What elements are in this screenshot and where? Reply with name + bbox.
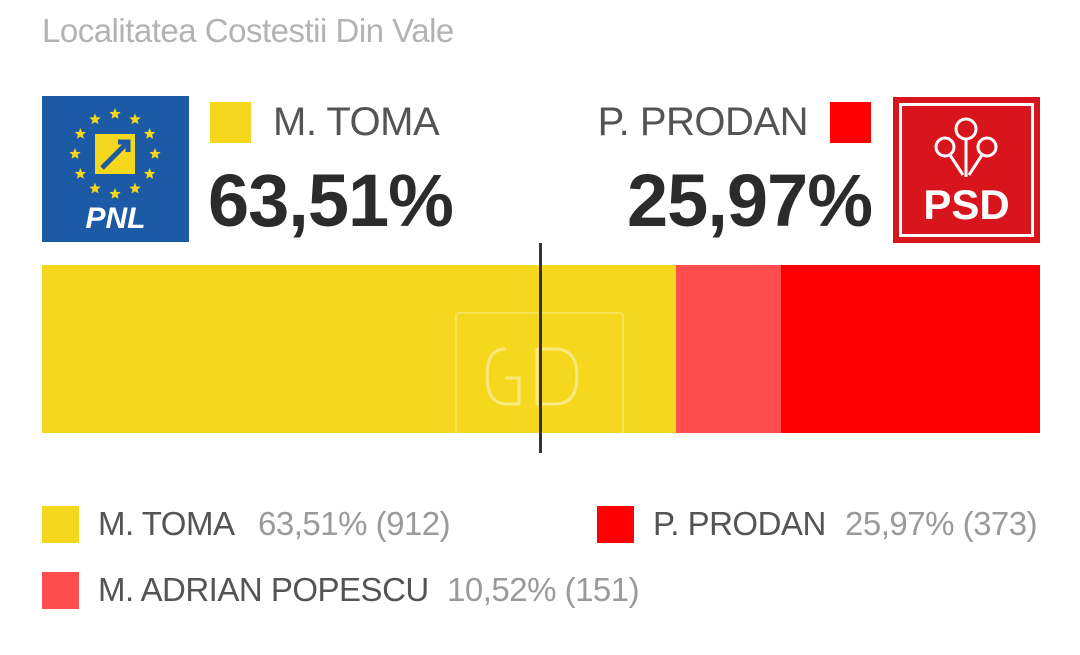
legend-value-prodan: 25,97% (373) [845, 505, 1038, 542]
toma-swatch [210, 102, 251, 143]
psd-rose-logo-icon [934, 117, 998, 177]
prodan-swatch [830, 102, 871, 143]
psd-logo: PSD [893, 97, 1040, 243]
bar-segment-p-prodan [780, 265, 1040, 433]
prodan-percent: 25,97% [627, 159, 873, 242]
legend-name-prodan: P. PRODAN [653, 505, 826, 542]
legend-value-toma: 63,51% (912) [258, 505, 451, 542]
pnl-logo: PNL [42, 96, 189, 242]
bar-segment-m-toma [42, 265, 676, 433]
toma-name: M. TOMA [273, 100, 440, 144]
prodan-name: P. PRODAN [597, 100, 809, 144]
legend-swatch-prodan [597, 506, 634, 543]
pnl-logo-icon [69, 108, 161, 199]
legend-name-popescu: M. ADRIAN POPESCU [98, 571, 429, 608]
legend-swatch-popescu [42, 572, 79, 609]
legend-name-toma: M. TOMA [98, 505, 235, 542]
page-title: Localitatea Costestii Din Vale [42, 12, 454, 49]
majority-reference-line [539, 243, 542, 453]
legend-swatch-toma [42, 506, 79, 543]
pnl-logo-text: PNL [85, 202, 146, 235]
psd-logo-text: PSD [923, 181, 1010, 228]
toma-percent: 63,51% [208, 159, 454, 242]
stacked-bar-chart [42, 265, 1040, 433]
bar-segment-m-adrian-popescu [675, 265, 781, 433]
legend-value-popescu: 10,52% (151) [447, 571, 640, 608]
